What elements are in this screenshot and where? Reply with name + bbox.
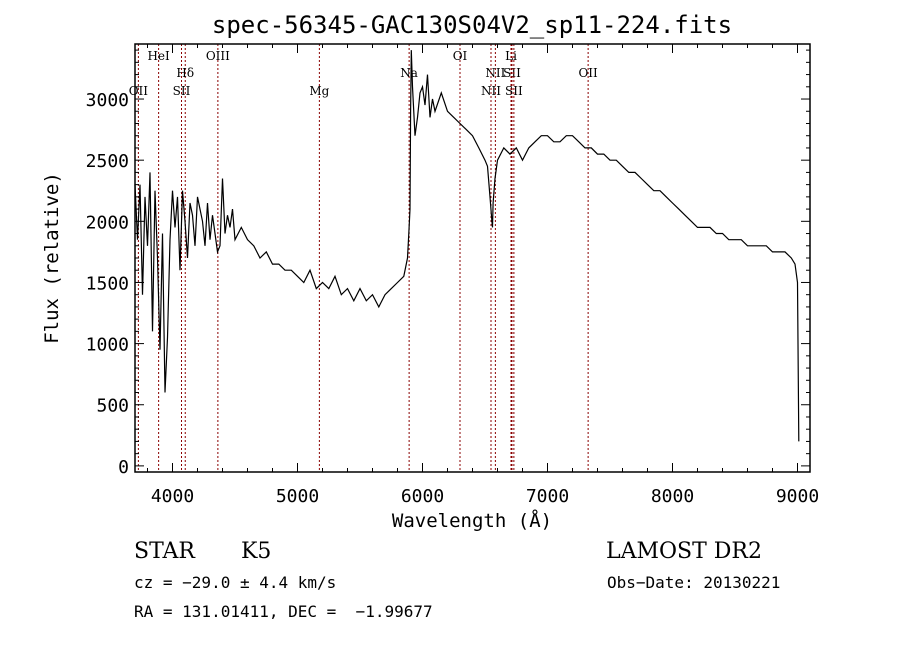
y-tick-label: 1000 <box>86 335 129 356</box>
y-tick-label: 2000 <box>86 212 129 233</box>
line-marker-label: HeI <box>147 49 170 63</box>
redshift-cz: cz = −29.0 ± 4.4 km/s <box>134 573 337 592</box>
x-axis-label: Wavelength (Å) <box>392 509 552 532</box>
line-marker-label: SII <box>505 84 523 98</box>
survey-name: LAMOST DR2 <box>606 539 762 564</box>
line-marker-label: SII <box>503 66 521 80</box>
line-marker-label: Li <box>505 49 517 63</box>
x-tick-label: 8000 <box>651 486 694 507</box>
y-tick-label: 0 <box>118 457 129 478</box>
plot-frame <box>134 43 811 473</box>
object-class: STAR <box>134 539 195 564</box>
line-marker-label: OII <box>578 66 598 80</box>
y-tick-label: 1500 <box>86 273 129 294</box>
y-axis-label: Flux (relative) <box>41 172 63 344</box>
line-marker-label: OI <box>453 49 468 63</box>
x-tick-label: 6000 <box>401 486 444 507</box>
x-axis-ticks: 4000 5000 6000 7000 8000 9000 <box>147 44 819 507</box>
line-marker-label: SII <box>173 84 191 98</box>
y-tick-label: 500 <box>96 396 129 417</box>
spectrum-line <box>134 50 800 442</box>
x-tick-label: 7000 <box>526 486 569 507</box>
line-marker-label: Mg <box>309 84 329 98</box>
y-tick-label: 2500 <box>86 151 129 172</box>
x-tick-label: 5000 <box>276 486 319 507</box>
object-subclass: K5 <box>241 539 272 564</box>
line-marker-label: NII <box>481 84 501 98</box>
coordinates: RA = 131.01411, DEC = −1.99677 <box>134 602 433 621</box>
line-marker-label: OIII <box>206 49 230 63</box>
y-axis-ticks: 0 500 1000 1500 2000 2500 3000 <box>86 49 810 478</box>
x-tick-label: 9000 <box>776 486 819 507</box>
line-marker-label: NII <box>485 66 505 80</box>
x-tick-label: 4000 <box>151 486 194 507</box>
observation-date: Obs−Date: 20130221 <box>607 573 781 592</box>
line-marker-label: Na <box>400 66 418 80</box>
chart-title: spec-56345-GAC130S04V2_sp11-224.fits <box>212 11 732 39</box>
y-tick-label: 3000 <box>86 90 129 111</box>
line-marker-label: OII <box>129 84 149 98</box>
line-marker-label: Hδ <box>176 66 194 80</box>
